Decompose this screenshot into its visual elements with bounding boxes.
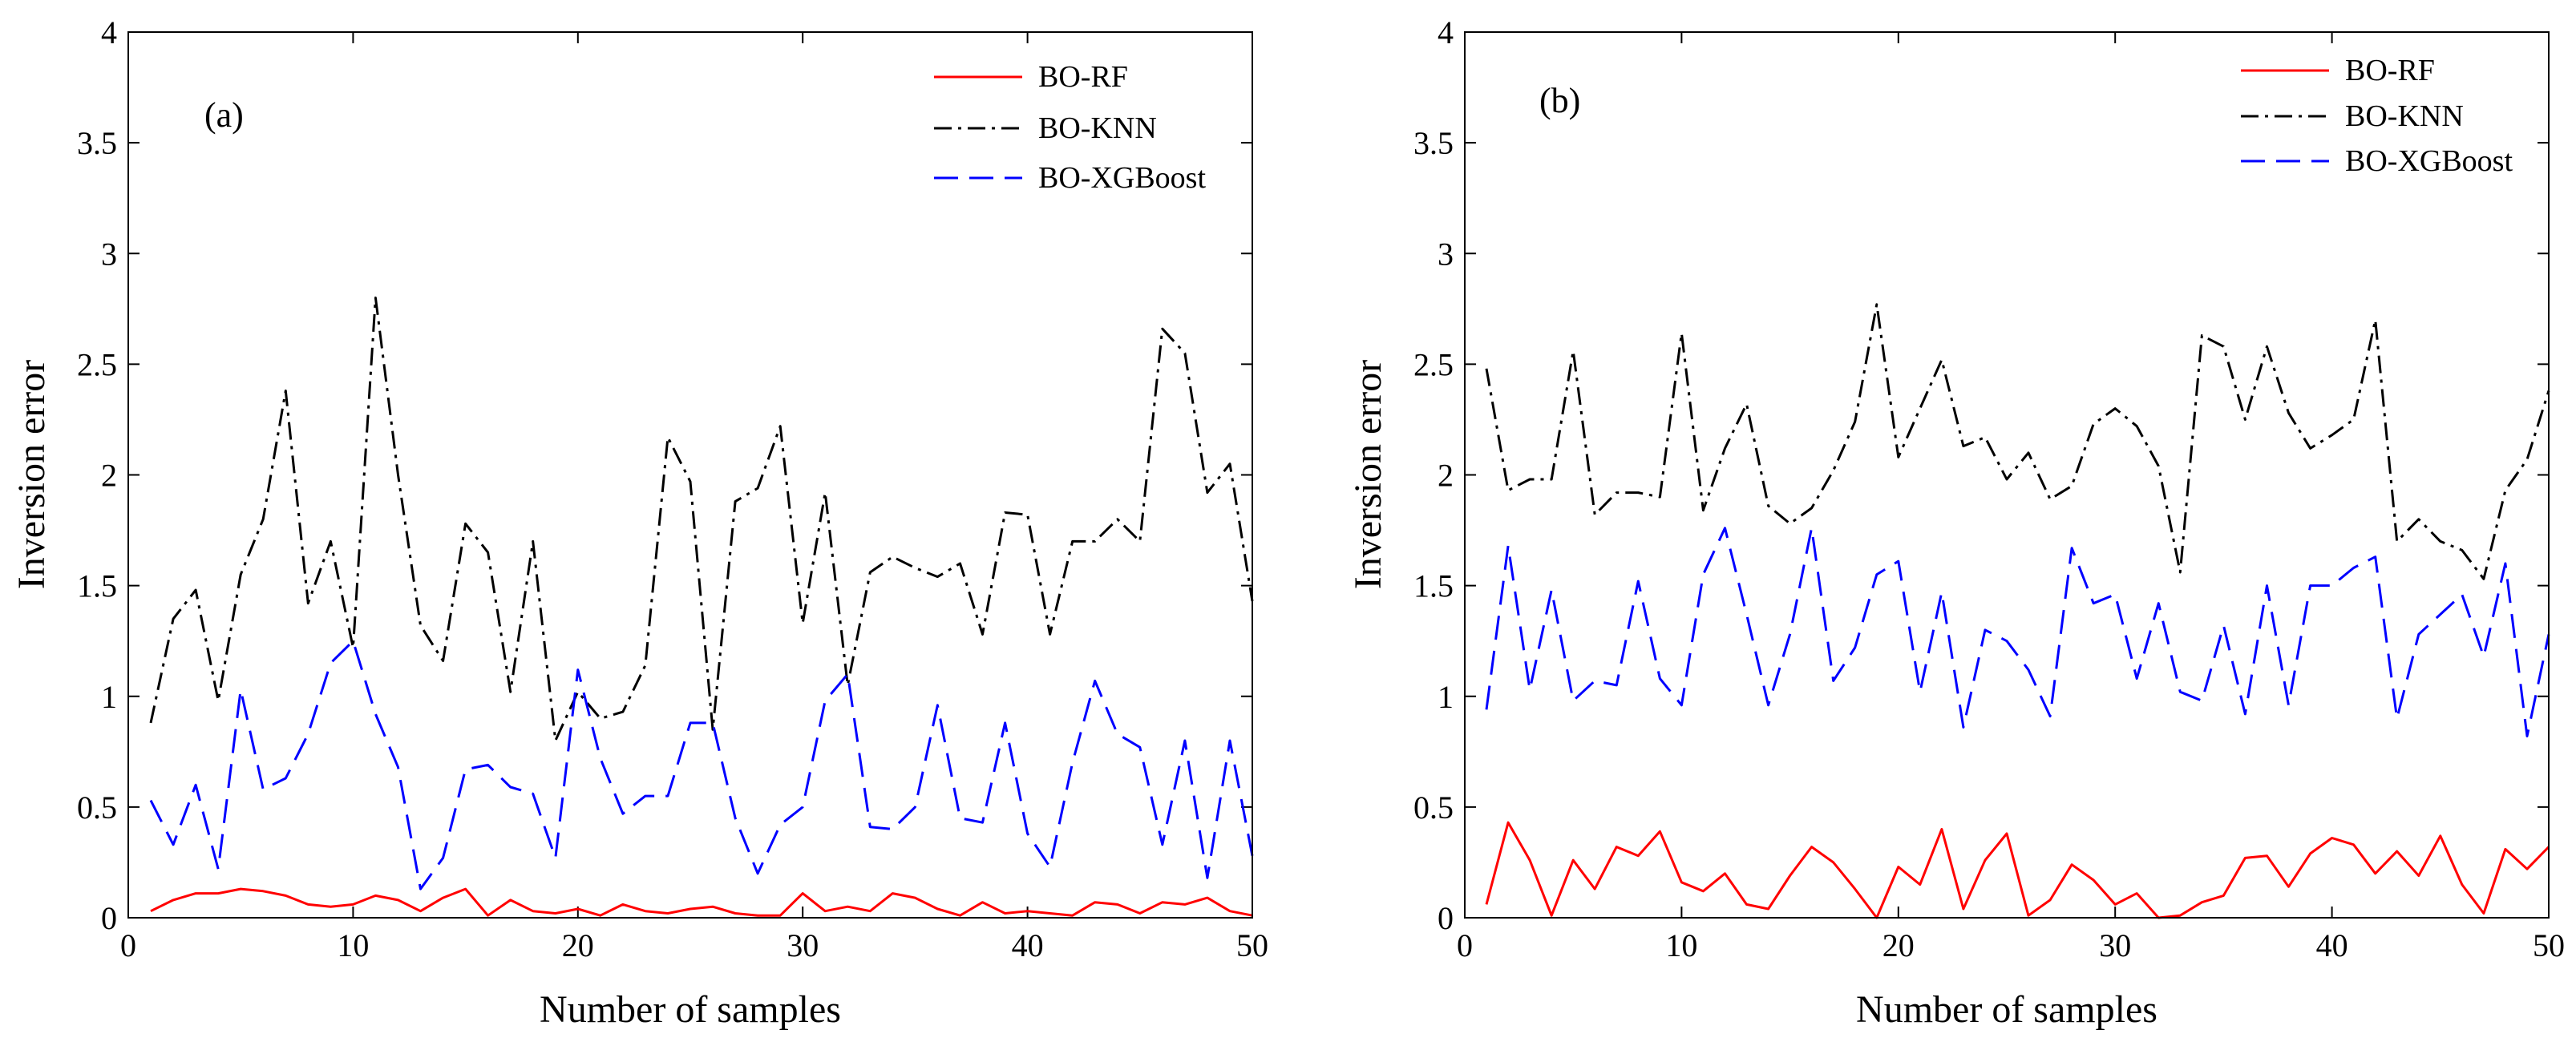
x-tick-label-a-30: 30 <box>787 927 819 963</box>
y-tick-label-a-6: 3 <box>101 236 117 272</box>
y-tick-label-a-8: 4 <box>101 14 117 50</box>
chart-panel-a: 0 10 20 30 40 50 0 0.5 1 1.5 2 2.5 3 3.5 4 (a) Number … <box>10 14 1268 1031</box>
y-tick-label-b-1: 0.5 <box>1413 789 1454 826</box>
legend-label-bo-rf-a: BO-RF <box>1038 60 1128 94</box>
chart-panel-b: 0 10 20 30 40 50 0 0.5 1 1.5 2 2.5 3 3.5 4 (b) Number … <box>1347 14 2565 1031</box>
y-tick-label-a-2: 1 <box>101 679 117 715</box>
y-axis-title-a: Inversion error <box>10 360 53 590</box>
y-tick-label-a-3: 1.5 <box>77 568 117 604</box>
x-tick-label-a-40: 40 <box>1012 927 1044 963</box>
plot-area-b <box>1465 32 2549 918</box>
series-line-bo-rf-a <box>150 887 1253 917</box>
y-tick-label-a-7: 3.5 <box>77 125 117 161</box>
x-tick-label-a-50: 50 <box>1236 927 1268 963</box>
y-axis-title-b: Inversion error <box>1347 360 1389 590</box>
x-tick-label-a-10: 10 <box>337 927 369 963</box>
y-tick-label-b-8: 4 <box>1438 14 1454 50</box>
legend-label-bo-xgboost-a: BO-XGBoost <box>1038 161 1206 195</box>
legend-a: BO-RF BO-KNN BO-XGBoost <box>934 60 1206 195</box>
y-tick-label-a-0: 0 <box>101 900 117 936</box>
axes-frame-a <box>127 31 1253 919</box>
x-tick-label-b-0: 0 <box>1457 927 1473 963</box>
x-tick-label-a-20: 20 <box>562 927 594 963</box>
series-line-bo-rf-b <box>1485 821 2550 919</box>
panel-label-a: (a) <box>204 95 244 135</box>
x-tick-label-b-10: 10 <box>1665 927 1697 963</box>
plot-area-a <box>128 32 1252 918</box>
y-tick-label-b-2: 1 <box>1438 679 1454 715</box>
series-line-bo-xgboost-b <box>1485 527 2550 737</box>
legend-label-bo-knn-a: BO-KNN <box>1038 111 1157 145</box>
series-line-bo-xgboost-a <box>149 640 1254 890</box>
axes-frame-b <box>1464 31 2550 919</box>
y-tick-label-a-4: 2 <box>101 458 117 494</box>
x-tick-label-b-50: 50 <box>2533 927 2565 963</box>
legend-label-bo-rf-b: BO-RF <box>2345 54 2435 87</box>
y-tick-label-a-1: 0.5 <box>77 789 117 826</box>
y-tick-label-b-4: 2 <box>1438 458 1454 494</box>
x-axis-title-a: Number of samples <box>540 988 841 1031</box>
tick-labels-b: 0 10 20 30 40 50 0 0.5 1 1.5 2 2.5 3 3.5 4 <box>1413 14 2565 963</box>
legend-label-bo-xgboost-b: BO-XGBoost <box>2345 144 2513 178</box>
legend-label-bo-knn-b: BO-KNN <box>2345 99 2464 133</box>
x-tick-label-b-20: 20 <box>1882 927 1915 963</box>
series-layer-b <box>1485 303 2550 919</box>
x-tick-label-a-0: 0 <box>120 927 136 963</box>
panel-label-b: (b) <box>1539 81 1580 120</box>
series-line-bo-knn-b <box>1485 303 2550 580</box>
x-tick-label-b-30: 30 <box>2099 927 2131 963</box>
y-tick-label-b-5: 2.5 <box>1413 346 1454 382</box>
y-tick-label-b-3: 1.5 <box>1413 568 1454 604</box>
x-axis-title-b: Number of samples <box>1856 988 2157 1031</box>
y-tick-label-a-5: 2.5 <box>77 346 117 382</box>
legend-b: BO-RF BO-KNN BO-XGBoost <box>2241 54 2513 178</box>
y-tick-label-b-7: 3.5 <box>1413 125 1454 161</box>
x-tick-label-b-40: 40 <box>2316 927 2348 963</box>
tick-labels-a: 0 10 20 30 40 50 0 0.5 1 1.5 2 2.5 3 3.5 4 <box>77 14 1268 963</box>
series-layer-a <box>149 297 1254 917</box>
y-tick-label-b-6: 3 <box>1438 236 1454 272</box>
y-tick-label-b-0: 0 <box>1438 900 1454 936</box>
